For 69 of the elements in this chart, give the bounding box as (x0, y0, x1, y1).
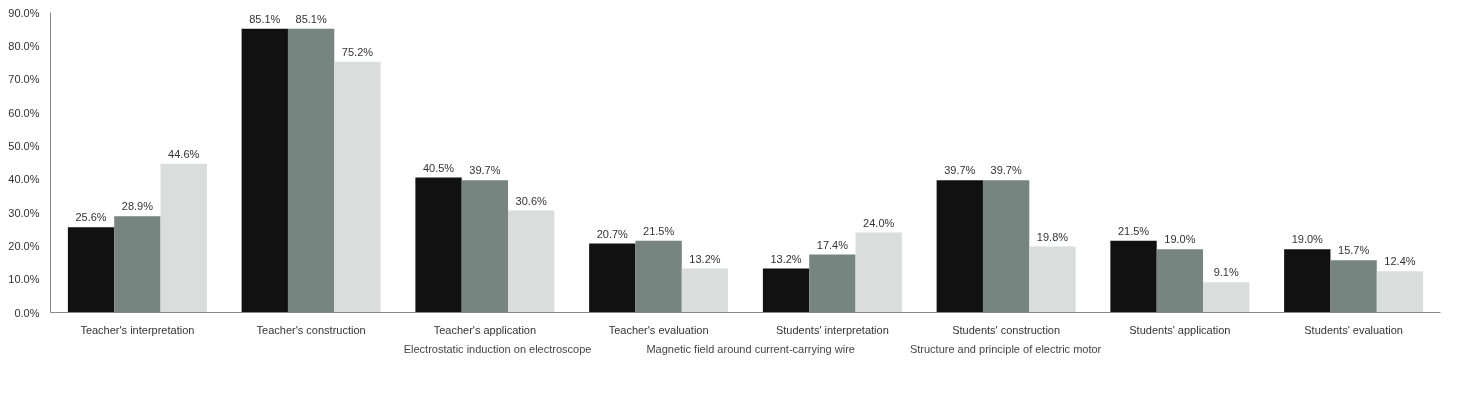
data-label: 40.5% (422, 161, 455, 174)
bar (762, 268, 810, 313)
data-label: 19.0% (1164, 233, 1196, 246)
data-label: 28.9% (121, 200, 154, 213)
x-tick-label: Teacher's construction (256, 323, 366, 336)
x-tick-label: Teacher's application (433, 323, 537, 336)
bar (681, 268, 729, 313)
y-tick-label: 80.0% (8, 39, 40, 52)
bar (1330, 260, 1377, 313)
bar (1376, 271, 1424, 313)
bar (1156, 249, 1204, 313)
x-tick-label: Teacher's evaluation (608, 323, 709, 336)
data-label: 20.7% (596, 227, 629, 240)
text: Electrostatic induction on electroscope (403, 343, 592, 355)
bar (855, 232, 902, 313)
bar (241, 28, 288, 313)
y-tick-label: 0.0% (14, 306, 40, 319)
bar (415, 177, 462, 313)
y-tick-label: 20.0% (8, 239, 40, 252)
text: Magnetic field around current-carrying wire (646, 343, 855, 355)
data-label: 44.6% (168, 147, 200, 160)
bar (1284, 249, 1331, 313)
bar (334, 61, 381, 313)
y-tick-label: 70.0% (8, 73, 40, 86)
bar (1110, 240, 1157, 313)
bar (461, 180, 509, 313)
data-label: 17.4% (816, 238, 849, 251)
y-tick-label: 10.0% (8, 273, 40, 286)
y-tick-label: 60.0% (8, 106, 40, 119)
x-tick-label: Teacher's interpretation (80, 323, 195, 336)
y-tick-label: 40.0% (8, 173, 40, 186)
data-label: 15.7% (1338, 244, 1370, 257)
bar (287, 28, 335, 313)
data-label: 39.7% (469, 164, 501, 177)
data-label: 39.7% (990, 164, 1022, 177)
data-label: 75.2% (341, 45, 374, 58)
bar (1029, 246, 1076, 313)
bar (809, 254, 856, 313)
data-label: 25.6% (75, 211, 107, 224)
data-label: 30.6% (515, 194, 548, 207)
data-label: 19.0% (1291, 233, 1324, 246)
bar (160, 163, 207, 313)
data-label: 85.1% (249, 12, 281, 25)
x-tick-label: Students' evaluation (1304, 323, 1403, 336)
y-tick-label: 30.0% (8, 206, 40, 219)
data-label: 21.5% (1117, 224, 1150, 237)
data-label: 85.1% (295, 12, 327, 25)
x-tick-label: Students' interpretation (775, 323, 889, 336)
data-label: 24.0% (863, 216, 895, 229)
bar (114, 216, 161, 313)
data-label: 21.5% (643, 224, 675, 237)
data-label: 13.2% (770, 252, 802, 265)
bar (67, 227, 115, 313)
x-tick-label: Students' application (1129, 323, 1231, 336)
y-tick-label: 90.0% (8, 6, 40, 19)
data-label: 39.7% (944, 164, 976, 177)
bar (589, 243, 636, 313)
bar (982, 180, 1030, 313)
y-tick-label: 50.0% (8, 139, 40, 152)
bar (936, 180, 983, 313)
data-label: 13.2% (689, 252, 721, 265)
text: Structure and principle of electric motor (909, 343, 1102, 355)
bar (635, 240, 682, 313)
data-label: 9.1% (1213, 266, 1239, 279)
bar (508, 210, 555, 313)
data-label: 12.4% (1384, 255, 1416, 268)
data-label: 19.8% (1036, 230, 1069, 243)
x-tick-label: Students' construction (952, 323, 1061, 336)
bar (1203, 282, 1250, 313)
